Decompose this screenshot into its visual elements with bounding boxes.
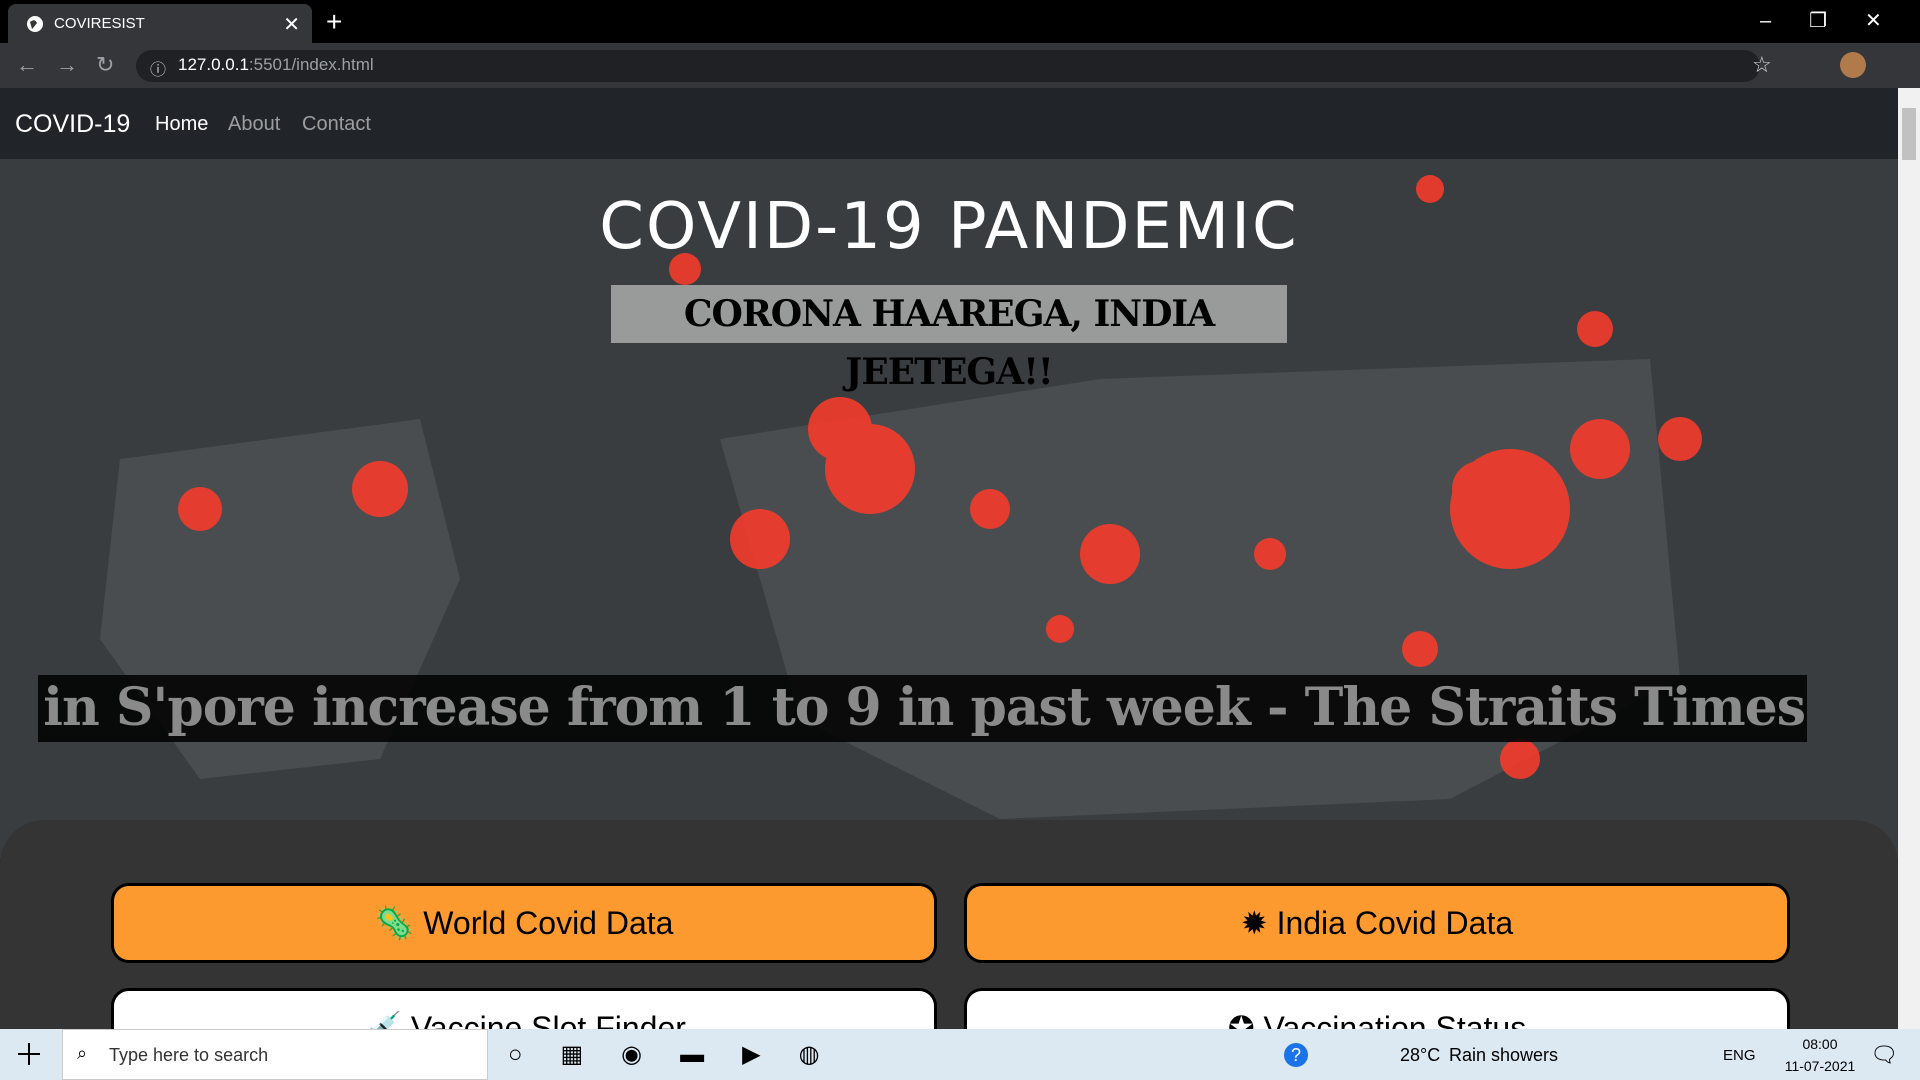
brand[interactable]: COVID-19 bbox=[15, 110, 131, 138]
ticker-text: cases in S'pore increase from 1 to 9 in … bbox=[38, 677, 1806, 738]
help-icon[interactable]: ? bbox=[1284, 1043, 1308, 1067]
tab-bar bbox=[0, 0, 1920, 43]
tab-title: COVIRESIST bbox=[54, 15, 145, 32]
hero bbox=[0, 159, 1898, 859]
info-icon[interactable]: ⓘ bbox=[150, 62, 167, 79]
search-box[interactable]: ⌕ Type here to search bbox=[62, 1029, 488, 1080]
start-button[interactable] bbox=[18, 1043, 40, 1065]
nav-link[interactable]: Contact bbox=[302, 113, 371, 135]
button-label: World Covid Data bbox=[423, 905, 674, 941]
browser-tab[interactable]: COVIRESIST ✕ bbox=[8, 4, 312, 43]
clock-date[interactable]: 11-07-2021 bbox=[1784, 1058, 1856, 1074]
clock-time[interactable]: 08:00 bbox=[1802, 1036, 1838, 1052]
nav-link[interactable]: Home bbox=[155, 113, 209, 135]
url-host: 127.0.0.1 bbox=[178, 55, 249, 74]
india-data-button[interactable]: ✹ India Covid Data bbox=[964, 883, 1790, 963]
navbar bbox=[0, 88, 1898, 159]
weather: Rain showers bbox=[1449, 1045, 1559, 1065]
scroll-thumb[interactable] bbox=[1902, 108, 1916, 160]
temperature: 28°C bbox=[1400, 1045, 1441, 1065]
omnibox[interactable] bbox=[136, 50, 1760, 82]
hero-title: COVID-19 PANDEMIC bbox=[599, 190, 1299, 264]
new-tab[interactable]: + bbox=[326, 6, 343, 37]
window-controls[interactable]: –❐✕ bbox=[1760, 10, 1920, 32]
search-placeholder: Type here to search bbox=[109, 1045, 269, 1065]
button-label: India Covid Data bbox=[1276, 905, 1514, 941]
tab-close[interactable]: ✕ bbox=[283, 14, 300, 36]
url-path: :5501/index.html bbox=[248, 55, 374, 74]
search-icon: ⌕ bbox=[77, 1043, 88, 1063]
news-ticker: cases in S'pore increase from 1 to 9 in … bbox=[38, 675, 1807, 742]
url[interactable]: 127.0.0.1:5501/index.html bbox=[178, 55, 374, 75]
tab-icon bbox=[27, 16, 43, 32]
world-data-button[interactable]: 🦠 World Covid Data bbox=[111, 883, 937, 963]
notifications[interactable]: 🗨 bbox=[1870, 1042, 1898, 1067]
profile-avatar[interactable] bbox=[1840, 52, 1866, 78]
bookmark-star[interactable]: ☆ bbox=[1752, 52, 1772, 77]
nav-link[interactable]: About bbox=[228, 113, 281, 135]
nav-buttons[interactable]: ←→↻ bbox=[16, 52, 133, 77]
hero-subtitle: CORONA HAAREGA, INDIA JEETEGA!! bbox=[611, 285, 1287, 393]
scrollbar[interactable] bbox=[1898, 88, 1920, 1029]
map-background bbox=[0, 159, 1898, 859]
taskbar-apps[interactable]: ○▦◉▬▶◍ bbox=[508, 1041, 858, 1068]
language[interactable]: ENG bbox=[1723, 1047, 1756, 1064]
